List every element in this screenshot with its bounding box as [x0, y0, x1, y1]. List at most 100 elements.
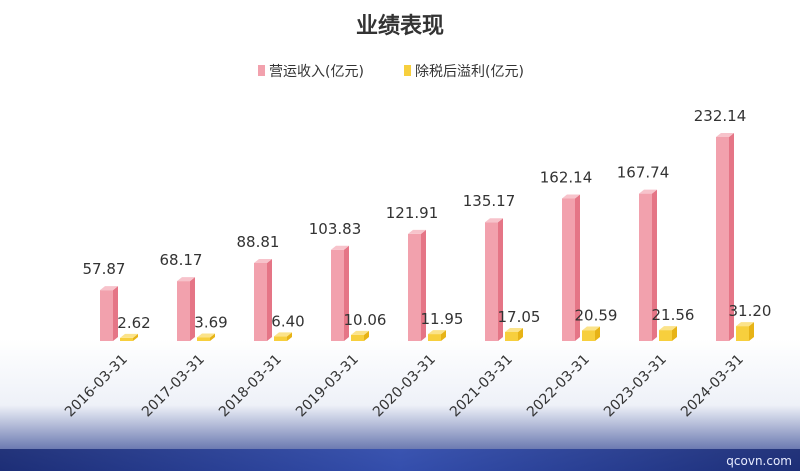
bar-revenue-7-front [639, 193, 652, 341]
bar-profit-7 [659, 326, 677, 341]
bar-profit-6-side [595, 326, 600, 341]
bar-profit-8-side [749, 322, 754, 341]
bar-profit-3 [351, 330, 369, 341]
bar-revenue-4-side [421, 229, 426, 341]
bar-revenue-5-front [485, 222, 498, 341]
bar-revenue-8-top [716, 133, 734, 137]
bar-revenue-4-top [408, 229, 426, 234]
bar-profit-6-front [582, 330, 595, 341]
bar-revenue-8 [716, 133, 734, 341]
bar-profit-8-front [736, 326, 749, 341]
bar-revenue-3-top [331, 245, 349, 250]
bar-revenue-3-front [331, 249, 344, 341]
bar-profit-7-front [659, 330, 672, 341]
bar-revenue-7-top [639, 189, 657, 194]
bar-profit-4-front [428, 334, 441, 341]
bar-profit-0-side [133, 333, 138, 341]
bar-revenue-5-side [498, 218, 503, 341]
bar-revenue-3-side [344, 245, 349, 341]
value-label-profit-5: 17.05 [498, 308, 541, 326]
value-label-revenue-0: 57.87 [83, 260, 126, 278]
legend: 营运收入(亿元) 除税后溢利(亿元) [258, 64, 524, 80]
bar-profit-8-top [736, 322, 754, 327]
bar-profit-5-front [505, 331, 518, 341]
bar-profit-7-side [672, 326, 677, 341]
legend-swatch-revenue [258, 65, 265, 76]
bar-revenue-8-side [729, 133, 734, 341]
bar-revenue-5 [485, 218, 503, 341]
value-label-revenue-2: 88.81 [237, 233, 280, 251]
bar-profit-2-top [274, 332, 292, 337]
bar-revenue-7-side [652, 189, 657, 341]
bar-profit-5-side [518, 327, 523, 341]
value-label-profit-6: 20.59 [575, 306, 618, 324]
x-tick-label-0: 2016-03-31 [62, 352, 131, 421]
bar-profit-5 [505, 327, 523, 341]
bar-profit-5-top [505, 327, 523, 332]
value-label-profit-2: 6.40 [271, 312, 304, 330]
bar-revenue-0-side [113, 286, 118, 341]
bar-profit-1-top [197, 333, 215, 338]
legend-swatch-profit [404, 65, 411, 76]
bar-profit-8 [736, 322, 754, 341]
bar-profit-3-front [351, 334, 364, 341]
bar-profit-1-front [197, 337, 210, 341]
bar-profit-6-top [582, 326, 600, 331]
bar-revenue-2 [254, 258, 272, 341]
x-tick-label-2: 2018-03-31 [216, 352, 285, 421]
value-label-revenue-1: 68.17 [160, 251, 203, 269]
value-label-revenue-3: 103.83 [309, 220, 362, 238]
bar-profit-0 [120, 333, 138, 341]
bar-revenue-0-front [100, 290, 113, 341]
x-tick-label-5: 2021-03-31 [447, 352, 516, 421]
bar-profit-3-top [351, 330, 369, 335]
bar-profit-2 [274, 332, 292, 341]
x-tick-label-4: 2020-03-31 [370, 352, 439, 421]
value-label-revenue-4: 121.91 [386, 204, 439, 222]
value-label-profit-7: 21.56 [652, 306, 695, 324]
bar-revenue-6-top [562, 194, 580, 199]
bar-revenue-1-side [190, 277, 195, 341]
bar-revenue-2-side [267, 258, 272, 341]
x-tick-label-6: 2022-03-31 [524, 352, 593, 421]
bar-profit-1 [197, 333, 215, 341]
bar-revenue-0-top [100, 286, 118, 291]
bar-revenue-5-top [485, 218, 503, 223]
bar-revenue-8-front [716, 137, 729, 341]
bar-profit-2-front [274, 336, 287, 341]
value-label-profit-0: 2.62 [117, 314, 150, 332]
bar-revenue-3 [331, 245, 349, 341]
bar-revenue-6-front [562, 198, 575, 341]
bar-revenue-4 [408, 229, 426, 341]
value-labels: 57.87 2.62 68.17 3.69 88.81 6.40 103.83 10.06 12… [83, 107, 772, 332]
decorative-band [0, 449, 800, 471]
bar-revenue-0 [100, 286, 118, 341]
bar-revenue-1-front [177, 281, 190, 341]
x-axis-ticks: 2016-03-31 2017-03-31 2018-03-31 2019-03-31… [62, 352, 747, 421]
bar-profit-4-side [441, 330, 446, 341]
bar-revenue-2-top [254, 258, 272, 263]
value-label-revenue-7: 167.74 [617, 164, 670, 182]
bar-revenue-6-side [575, 194, 580, 341]
value-label-revenue-6: 162.14 [540, 169, 593, 187]
bar-profit-4 [428, 330, 446, 341]
bar-revenue-4-front [408, 233, 421, 341]
bar-profit-2-side [287, 332, 292, 341]
watermark: qcovn.com [726, 454, 792, 468]
value-label-profit-1: 3.69 [194, 313, 227, 331]
bar-marks [100, 133, 754, 341]
value-label-revenue-5: 135.17 [463, 192, 516, 210]
legend-label-revenue: 营运收入(亿元) [269, 64, 364, 80]
bar-revenue-1-top [177, 277, 195, 282]
bar-profit-0-top [120, 333, 138, 338]
x-tick-label-7: 2023-03-31 [601, 352, 670, 421]
value-label-profit-8: 31.20 [729, 302, 772, 320]
bar-revenue-2-front [254, 262, 267, 341]
value-label-profit-3: 10.06 [344, 311, 387, 329]
bar-revenue-6 [562, 194, 580, 341]
legend-label-profit: 除税后溢利(亿元) [415, 64, 524, 80]
bar-profit-3-side [364, 330, 369, 341]
bar-revenue-7 [639, 189, 657, 341]
